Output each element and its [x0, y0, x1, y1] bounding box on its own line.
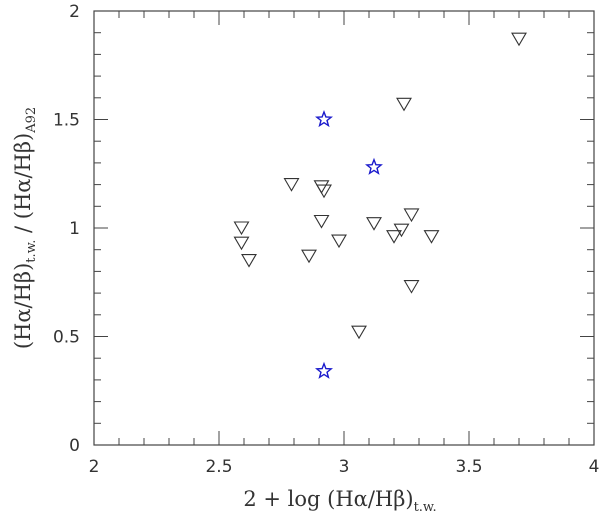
y-axis-label-subscript2: A92 — [24, 107, 39, 134]
triangle-marker — [396, 97, 412, 112]
star-marker — [365, 157, 383, 175]
x-tick-label: 2 — [89, 457, 100, 477]
data-points — [233, 32, 527, 379]
triangle-marker — [233, 236, 250, 251]
triangle-marker — [423, 230, 440, 244]
y-axis-label-subscript1: t.w. — [24, 240, 39, 263]
tick-labels: 2 2.5 3 3.5 4 0 0.5 1 1.5 2 — [53, 2, 599, 477]
x-axis-label-subscript: t.w. — [414, 500, 437, 515]
star-marker — [315, 110, 333, 128]
triangle-marker — [393, 223, 410, 238]
triangle-marker — [301, 249, 317, 264]
triangle-marker — [366, 217, 382, 231]
x-axis-label: 2 + log (Hα/Hβ)t.w. — [243, 487, 436, 515]
triangle-marker — [241, 254, 257, 268]
triangle-marker — [331, 234, 347, 249]
triangle-marker — [283, 178, 300, 192]
triangle-marker — [313, 180, 330, 194]
triangle-marker — [351, 325, 367, 340]
triangle-marker — [386, 230, 402, 244]
plot-frame — [93, 10, 595, 446]
x-tick-label: 3 — [339, 457, 350, 477]
star-marker — [315, 361, 333, 379]
x-tick-label: 2.5 — [205, 457, 232, 477]
y-tick-label: 1 — [69, 219, 80, 239]
tick-marks — [93, 10, 595, 446]
y-tick-label: 1.5 — [53, 111, 80, 131]
triangle-marker — [233, 221, 250, 236]
triangle-marker — [403, 208, 420, 223]
triangle-marker — [511, 32, 527, 47]
triangle-marker — [316, 184, 332, 199]
triangle-marker — [403, 280, 420, 294]
y-tick-label: 2 — [69, 2, 80, 22]
y-axis-label-part1: (Hα/Hβ) — [11, 263, 35, 349]
y-tick-label: 0.5 — [53, 328, 80, 348]
triangle-marker — [313, 214, 330, 229]
x-tick-label: 4 — [589, 457, 600, 477]
y-axis-label-mid: / (Hα/Hβ) — [11, 133, 35, 240]
y-axis-label: (Hα/Hβ)t.w. / (Hα/Hβ)A92 — [11, 107, 39, 349]
x-axis-label-main: 2 + log (Hα/Hβ) — [243, 487, 413, 511]
x-tick-label: 3.5 — [455, 457, 482, 477]
y-tick-label: 0 — [69, 436, 80, 456]
